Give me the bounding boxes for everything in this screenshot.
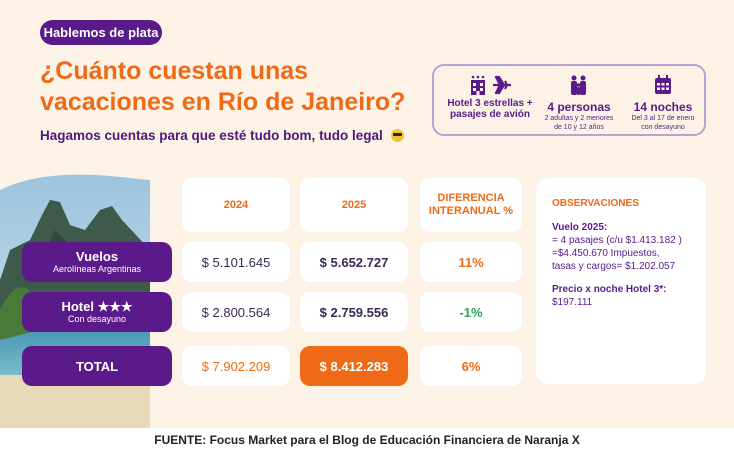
hotel-icon: [470, 75, 485, 95]
hotel-line1: Hotel 3 estrellas +: [447, 98, 533, 109]
obs-precio-value: $197.111: [552, 297, 593, 308]
hotel-diff: -1%: [420, 292, 522, 332]
trip-info-box: Hotel 3 estrellas + pasajes de avión 4 p…: [432, 64, 706, 136]
header-diff-line1: DIFERENCIA: [437, 192, 505, 204]
obs-vuelo-line1: = 4 pasajes (c/u $1.413.182 ): [552, 235, 682, 246]
info-people: 4 personas 2 adultas y 2 menores de 10 y…: [538, 72, 620, 132]
total-2025: $ 8.412.283: [300, 346, 408, 386]
calendar-icon: [655, 75, 671, 94]
nights-detail2: con desayuno: [641, 124, 685, 131]
info-nights: 14 noches Del 3 al 17 de enero con desay…: [622, 72, 704, 132]
obs-vuelo-line3: tasas y cargos= $1.202.057: [552, 261, 676, 272]
row-label-total: TOTAL: [22, 346, 172, 386]
people-count: 4 personas: [547, 100, 611, 114]
hotel-line2: pasajes de avión: [449, 109, 531, 120]
obs-precio-title: Precio x noche Hotel 3*:: [552, 284, 667, 295]
header-2025: 2025: [300, 178, 408, 232]
source-footer: FUENTE: Focus Market para el Blog de Edu…: [154, 433, 580, 447]
nights-count: 14 noches: [633, 100, 693, 114]
infographic-card: Hablemos de plata ¿Cuánto cuestan unas v…: [0, 0, 734, 428]
section-pill: Hablemos de plata: [40, 20, 162, 45]
family-icon: [571, 75, 586, 95]
hotel-2025: $ 2.759.556: [300, 292, 408, 332]
header-diff-line2: INTERANUAL %: [428, 205, 514, 217]
airplane-icon: [492, 75, 511, 95]
sunglasses-emoji-icon: [390, 129, 404, 142]
total-title: TOTAL: [75, 358, 119, 374]
row-label-hotel: Hotel ★★★ Con desayuno: [22, 292, 172, 332]
people-detail2: de 10 y 12 años: [554, 124, 604, 131]
row-hotel-subtitle: Con desayuno: [67, 314, 127, 324]
nights-detail1: Del 3 al 17 de enero: [631, 115, 695, 122]
info-hotel-flight: Hotel 3 estrellas + pasajes de avión: [444, 72, 536, 120]
subtitle: Hagamos cuentas para que esté tudo bom, …: [40, 128, 404, 143]
observations-title: OBSERVACIONES: [552, 198, 639, 209]
total-2024: $ 7.902.209: [182, 346, 290, 386]
observations-panel: OBSERVACIONES Vuelo 2025: = 4 pasajes (c…: [536, 178, 706, 384]
row-vuelos-subtitle: Aerolíneas Argentinas: [52, 264, 142, 274]
vuelos-2024: $ 5.101.645: [182, 242, 290, 282]
header-2024: 2024: [182, 178, 290, 232]
row-label-vuelos: Vuelos Aerolíneas Argentinas: [22, 242, 172, 282]
page-title: ¿Cuánto cuestan unas vacaciones en Río d…: [40, 57, 406, 116]
obs-vuelo-line2: =$4.450.670 Impuestos,: [552, 248, 660, 259]
header-diff: DIFERENCIA INTERANUAL %: [420, 178, 522, 232]
total-diff: 6%: [420, 346, 522, 386]
vuelos-2025: $ 5.652.727: [300, 242, 408, 282]
people-detail1: 2 adultas y 2 menores: [544, 115, 614, 122]
vuelos-diff: 11%: [420, 242, 522, 282]
subtitle-text: Hagamos cuentas para que esté tudo bom, …: [40, 128, 383, 143]
row-hotel-title: Hotel ★★★: [61, 299, 133, 314]
row-vuelos-title: Vuelos: [75, 249, 119, 264]
hotel-2024: $ 2.800.564: [182, 292, 290, 332]
obs-vuelo-title: Vuelo 2025:: [552, 222, 608, 233]
